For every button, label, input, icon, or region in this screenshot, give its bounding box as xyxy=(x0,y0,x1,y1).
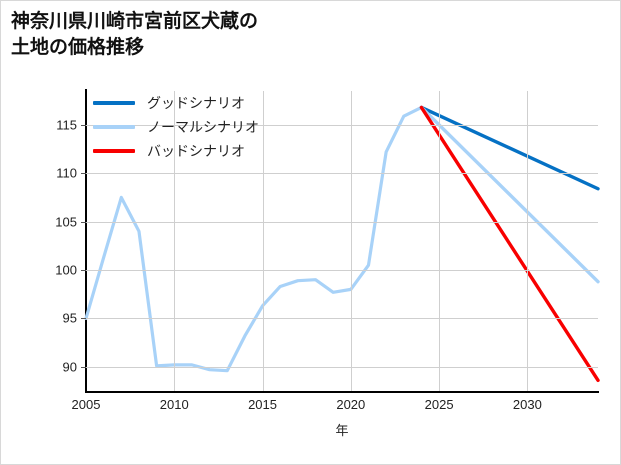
y-tick-label: 115 xyxy=(56,117,77,133)
legend-swatch-icon xyxy=(93,149,135,153)
series-layer xyxy=(84,105,600,383)
gridline-vertical xyxy=(439,91,441,391)
gridline-horizontal xyxy=(86,318,598,320)
y-tick-mark xyxy=(81,124,86,126)
y-axis-label: 坪 (3.3m²) 単価 (万円) xyxy=(1,1,14,101)
series-line xyxy=(419,105,600,383)
legend-item[interactable]: グッドシナリオ xyxy=(93,91,323,115)
legend-item[interactable]: ノーマルシナリオ xyxy=(93,115,323,139)
gridline-vertical xyxy=(527,91,529,391)
legend-item[interactable]: バッドシナリオ xyxy=(93,139,323,163)
y-axis-line xyxy=(85,89,87,393)
x-tick-label: 2010 xyxy=(159,397,189,412)
chart-title: 神奈川県川崎市宮前区犬蔵の 土地の価格推移 xyxy=(11,11,259,58)
x-tick-label: 2030 xyxy=(512,397,542,412)
gridline-horizontal xyxy=(86,270,598,272)
plot-area xyxy=(84,91,600,391)
y-tick-label: 95 xyxy=(62,310,77,326)
x-tick-label: 2025 xyxy=(424,397,454,412)
gridline-vertical xyxy=(262,91,264,391)
legend-label: グッドシナリオ xyxy=(147,95,245,111)
y-tick-label: 100 xyxy=(55,262,77,278)
chart-legend: グッドシナリオ ノーマルシナリオ バッドシナリオ xyxy=(93,91,323,163)
x-tick-label: 2020 xyxy=(336,397,366,412)
y-tick-mark xyxy=(81,173,86,175)
gridline-vertical xyxy=(174,91,176,391)
y-tick-mark xyxy=(81,318,86,320)
legend-label: ノーマルシナリオ xyxy=(147,119,259,135)
gridline-horizontal xyxy=(86,366,598,368)
x-axis-label: 年 xyxy=(335,423,349,438)
legend-swatch-icon xyxy=(93,125,135,129)
y-tick-label: 90 xyxy=(62,359,77,375)
series-line xyxy=(419,105,600,191)
legend-swatch-icon xyxy=(93,101,135,105)
series-line xyxy=(419,105,600,284)
y-tick-label: 105 xyxy=(55,214,77,230)
x-axis-line xyxy=(85,391,599,393)
gridline-horizontal xyxy=(86,221,598,223)
series-line xyxy=(84,105,424,373)
x-tick-label: 2005 xyxy=(71,397,101,412)
y-tick-mark xyxy=(81,366,86,368)
legend-label: バッドシナリオ xyxy=(147,143,245,159)
y-tick-label: 110 xyxy=(56,165,77,181)
gridline-vertical xyxy=(350,91,352,391)
y-tick-mark xyxy=(81,270,86,272)
gridline-horizontal xyxy=(86,173,598,175)
y-tick-mark xyxy=(81,221,86,223)
gridline-horizontal xyxy=(86,124,598,126)
x-tick-label: 2015 xyxy=(248,397,277,412)
